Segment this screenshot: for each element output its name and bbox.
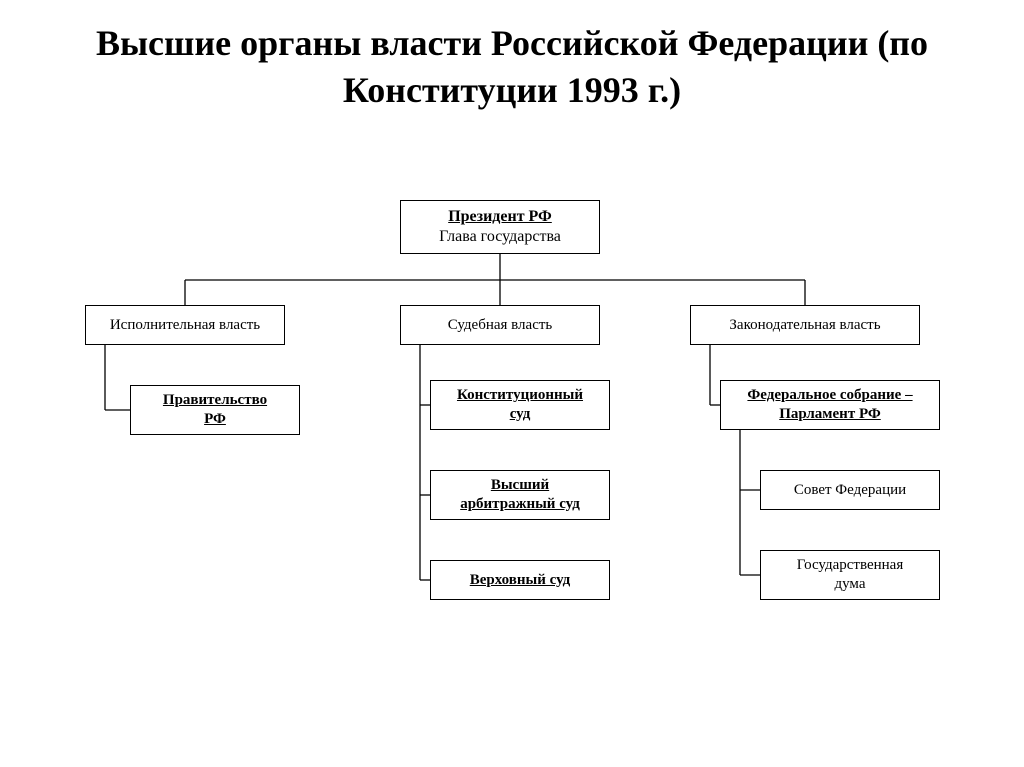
node-text: Правительство — [163, 391, 267, 410]
node-executive: Исполнительная власть — [85, 305, 285, 345]
node-text: Глава государства — [439, 227, 561, 247]
node-text: арбитражный суд — [460, 495, 580, 514]
node-text: Парламент РФ — [779, 405, 880, 424]
org-chart: Президент РФГлава государства Исполнитель… — [0, 180, 1024, 740]
node-sov_fed: Совет Федерации — [760, 470, 940, 510]
node-judicial: Судебная власть — [400, 305, 600, 345]
node-text: Конституционный — [457, 386, 583, 405]
diagram-title: Высшие органы власти Российской Федераци… — [0, 0, 1024, 114]
node-text: дума — [835, 575, 866, 594]
node-text: Верховный суд — [470, 571, 571, 590]
node-const_court: Конституционныйсуд — [430, 380, 610, 430]
node-text: Исполнительная власть — [110, 316, 260, 335]
node-fed_assembly: Федеральное собрание –Парламент РФ — [720, 380, 940, 430]
node-president: Президент РФГлава государства — [400, 200, 600, 254]
node-text: РФ — [204, 410, 226, 429]
node-legislative: Законодательная власть — [690, 305, 920, 345]
connectors-layer — [0, 180, 1024, 740]
node-gos_duma: Государственнаядума — [760, 550, 940, 600]
node-supreme_court: Верховный суд — [430, 560, 610, 600]
node-arb_court: Высшийарбитражный суд — [430, 470, 610, 520]
node-text: суд — [510, 405, 531, 424]
node-text: Совет Федерации — [794, 481, 906, 500]
node-text: Государственная — [797, 556, 904, 575]
node-text: Федеральное собрание – — [747, 386, 912, 405]
node-text: Высший — [491, 476, 549, 495]
node-text: Законодательная власть — [729, 316, 880, 335]
node-text: Президент РФ — [448, 207, 552, 227]
node-text: Судебная власть — [448, 316, 553, 335]
node-government: ПравительствоРФ — [130, 385, 300, 435]
